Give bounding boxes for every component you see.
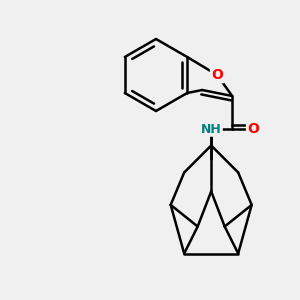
Text: NH: NH: [201, 122, 222, 136]
Text: O: O: [247, 122, 259, 136]
Text: O: O: [211, 68, 223, 82]
